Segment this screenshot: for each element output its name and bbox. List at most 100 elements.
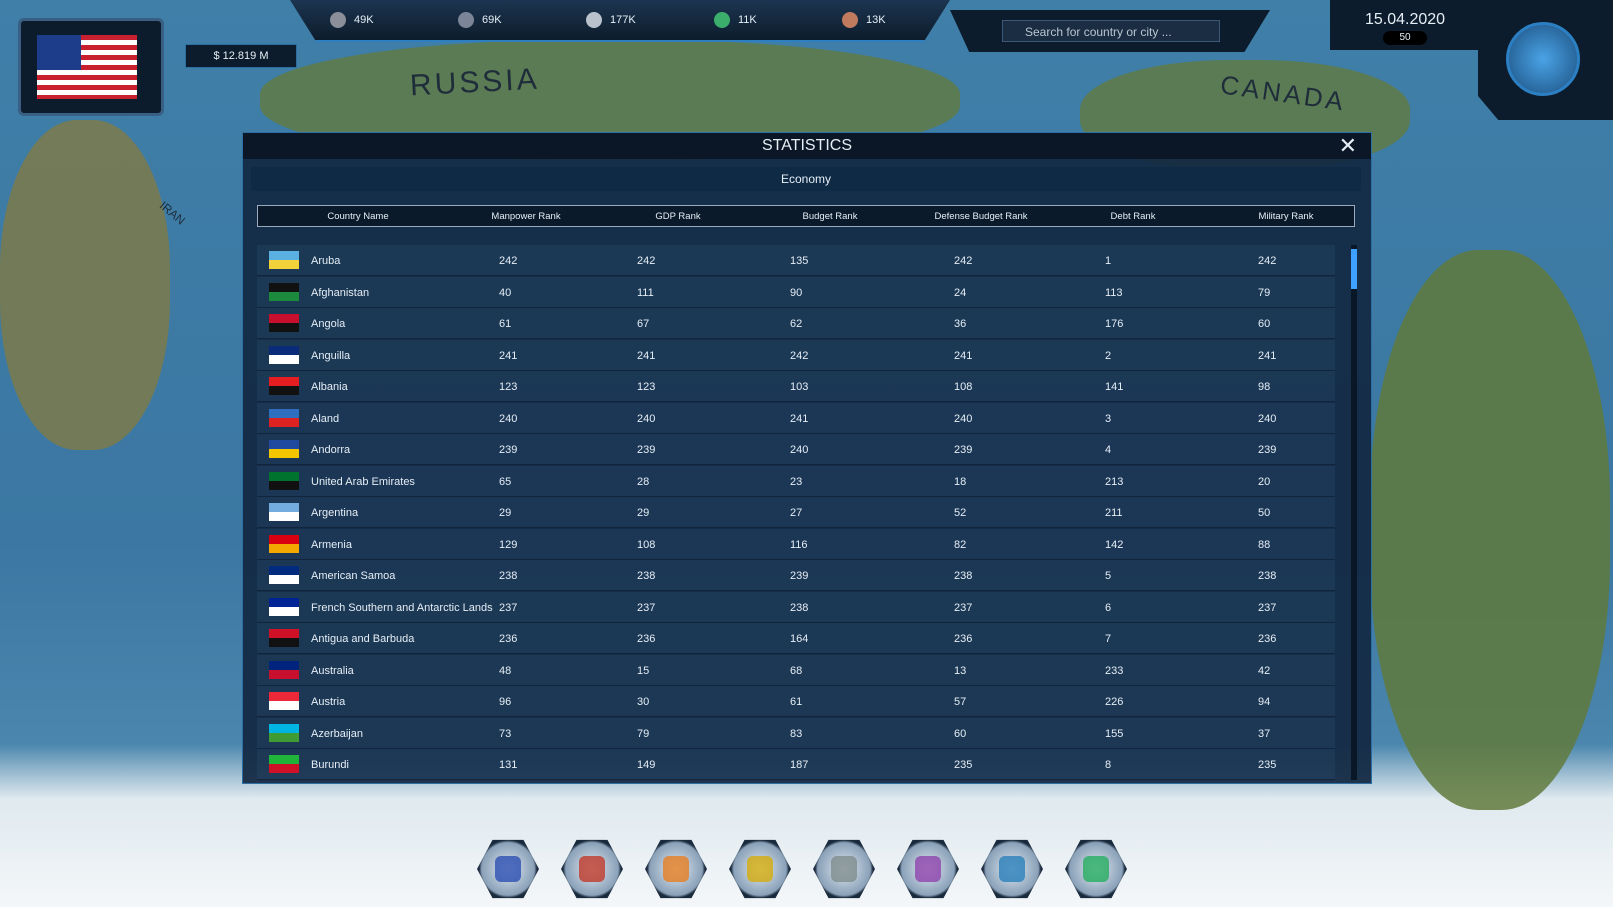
resource-icon [842, 12, 858, 28]
rank-cell: 68 [790, 664, 803, 677]
country-flag [269, 660, 299, 679]
rank-cell: 98 [1258, 381, 1271, 393]
table-row[interactable]: Antigua and Barbuda 236 236 164 236 7 236 [257, 623, 1335, 654]
rank-cell: 108 [954, 381, 973, 393]
rank-cell: 237 [637, 601, 656, 614]
rank-cell: 239 [790, 570, 809, 582]
menu-icon [747, 856, 773, 882]
tab[interactable]: Economy [251, 167, 1361, 191]
menu-button[interactable] [561, 839, 623, 899]
table-row[interactable]: Australia 48 15 68 13 233 42 [257, 654, 1335, 686]
rank-cell: 236 [499, 633, 518, 645]
rank-cell: 113 [1105, 286, 1123, 299]
rank-cell: 60 [1258, 318, 1271, 330]
rank-cell: 73 [499, 727, 512, 740]
rank-cell: 238 [790, 601, 809, 614]
rank-cell: 240 [1258, 412, 1277, 425]
table-row[interactable]: Argentina 29 29 27 52 211 50 [257, 497, 1335, 528]
country-name: Austria [311, 696, 346, 708]
country-name: French Southern and Antarctic Lands [311, 601, 493, 614]
table-header: Country Name Manpower Rank GDP Rank Budget … [257, 205, 1355, 227]
table-row[interactable]: Azerbaijan 73 79 83 60 155 37 [257, 717, 1335, 749]
flag-frame[interactable] [18, 18, 164, 116]
table-row[interactable]: United Arab Emirates 65 28 23 18 213 20 [257, 465, 1335, 497]
rank-cell: 79 [637, 727, 650, 740]
menu-button[interactable] [477, 839, 539, 899]
rank-cell: 42 [1258, 664, 1271, 677]
menu-button[interactable] [981, 839, 1043, 899]
resource-icon [330, 12, 346, 28]
rank-cell: 29 [499, 507, 512, 519]
rank-cell: 239 [499, 444, 518, 456]
column-header[interactable]: Budget Rank [802, 211, 858, 222]
table-row[interactable]: Afghanistan 40 111 90 24 113 79 [257, 276, 1335, 308]
rank-cell: 164 [790, 633, 809, 645]
table-row[interactable]: Angola 61 67 62 36 176 60 [257, 308, 1335, 339]
money: $ 12.819 M [185, 44, 297, 68]
country-name: Argentina [311, 507, 359, 519]
column-header[interactable]: Military Rank [1258, 211, 1314, 222]
rank-cell: 155 [1105, 727, 1124, 740]
menu-icon [915, 856, 941, 882]
column-header[interactable]: GDP Rank [655, 211, 701, 222]
table-row[interactable]: Aruba 242 242 135 242 1 242 [257, 245, 1335, 276]
menu-icon [495, 856, 521, 882]
globe-button[interactable] [1506, 22, 1580, 96]
country-name: Antigua and Barbuda [311, 633, 415, 645]
country-name: Burundi [311, 759, 349, 771]
resource-value: 69K [482, 13, 502, 26]
table-row[interactable]: Aland 240 240 241 240 3 240 [257, 402, 1335, 434]
rank-cell: 13 [954, 664, 967, 677]
menu-icon [999, 856, 1025, 882]
resource-value: 177K [610, 13, 636, 26]
menu-button[interactable] [1065, 839, 1127, 899]
rank-cell: 52 [954, 507, 967, 519]
country-name: United Arab Emirates [311, 475, 415, 488]
table-row[interactable]: Armenia 129 108 116 82 142 88 [257, 528, 1335, 560]
date-panel: 15.04.2020 50 [1330, 0, 1480, 50]
rank-cell: 48 [499, 664, 512, 677]
column-header[interactable]: Debt Rank [1110, 211, 1156, 222]
menu-button[interactable] [645, 839, 707, 899]
country-flag [269, 566, 299, 584]
column-header[interactable]: Manpower Rank [491, 211, 561, 222]
country-flag [269, 408, 299, 427]
game-speed[interactable]: 50 [1383, 31, 1427, 45]
menu-button[interactable] [813, 839, 875, 899]
rank-cell: 23 [790, 475, 803, 488]
rank-cell: 129 [499, 538, 518, 551]
rank-cell: 240 [954, 412, 973, 425]
table-row[interactable]: Andorra 239 239 240 239 4 239 [257, 434, 1335, 465]
rank-cell: 4 [1105, 444, 1112, 456]
rank-cell: 135 [790, 255, 809, 267]
africa [0, 120, 170, 450]
table-row[interactable]: American Samoa 238 238 239 238 5 238 [257, 560, 1335, 591]
rank-cell: 67 [637, 318, 650, 330]
country-flag [269, 377, 299, 395]
rank-cell: 116 [790, 538, 808, 551]
column-header[interactable]: Country Name [327, 211, 389, 222]
table-row[interactable]: Burundi 131 149 187 235 8 235 [257, 749, 1335, 780]
close-button[interactable]: ✕ [1338, 133, 1357, 158]
scrollbar[interactable] [1351, 245, 1357, 780]
rank-cell: 236 [1258, 633, 1277, 645]
rank-cell: 176 [1105, 318, 1124, 330]
table-row[interactable]: Anguilla 241 241 242 241 2 241 [257, 339, 1335, 371]
window-title: STATISTICS [243, 133, 1371, 159]
resource-icon [458, 12, 474, 28]
search-input[interactable]: Search for country or city ... [1002, 20, 1220, 42]
table-row[interactable]: French Southern and Antarctic Lands 237 23… [257, 591, 1335, 623]
table-row[interactable]: Austria 96 30 61 57 226 94 [257, 686, 1335, 717]
menu-button[interactable] [729, 839, 791, 899]
menu-button[interactable] [897, 839, 959, 899]
rank-cell: 28 [637, 475, 650, 488]
rank-cell: 240 [637, 412, 656, 425]
country-name: Angola [311, 318, 346, 330]
column-header[interactable]: Defense Budget Rank [934, 211, 1028, 222]
rank-cell: 15 [637, 664, 650, 677]
table-row[interactable]: Albania 123 123 103 108 141 98 [257, 371, 1335, 402]
rank-cell: 241 [637, 349, 656, 362]
rank-cell: 241 [954, 349, 973, 362]
country-flag [269, 503, 299, 521]
country-name: Aruba [311, 255, 341, 267]
